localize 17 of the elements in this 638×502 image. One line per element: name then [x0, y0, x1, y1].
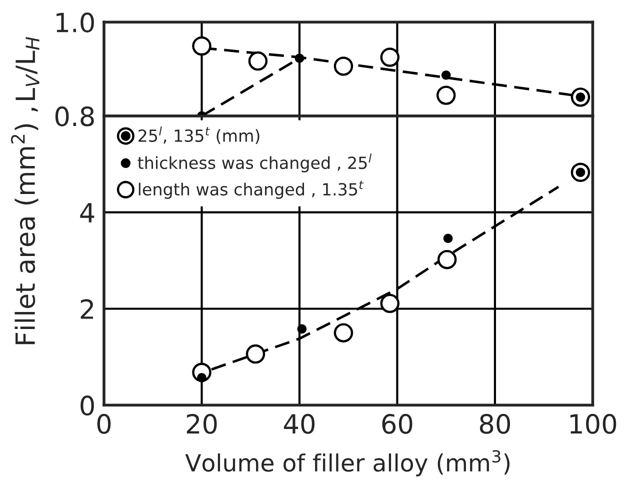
y-axis-title: L$_{V}$/L$_{H}$ — [16, 36, 40, 100]
legend-label: 25$^{l}$, 135$^{t}$ (mm) — [138, 126, 260, 144]
x-axis-title: Volume of filler alloy (mm$^{3}$) — [185, 450, 510, 476]
legend-label: length was changed , 1.35$^{t}$ — [138, 180, 364, 199]
x-tick-label: 40 — [284, 414, 315, 434]
y-tick-label: 2 — [80, 299, 94, 319]
y-tick-label: 0.8 — [55, 106, 94, 126]
y-tick-label: 1.0 — [56, 12, 94, 32]
x-tick-label: 0 — [97, 414, 111, 434]
x-tick-label: 20 — [186, 414, 217, 434]
x-tick-label: 100 — [570, 414, 616, 434]
legend-label: thickness was changed , 25$^{l}$ — [138, 154, 372, 172]
y-axis-title: Fillet area (mm$^{2}$) , — [10, 108, 38, 344]
y-tick-label: 0 — [80, 396, 94, 416]
x-tick-label: 80 — [480, 414, 510, 434]
y-tick-label: 4 — [80, 203, 94, 222]
x-tick-label: 60 — [382, 414, 412, 434]
